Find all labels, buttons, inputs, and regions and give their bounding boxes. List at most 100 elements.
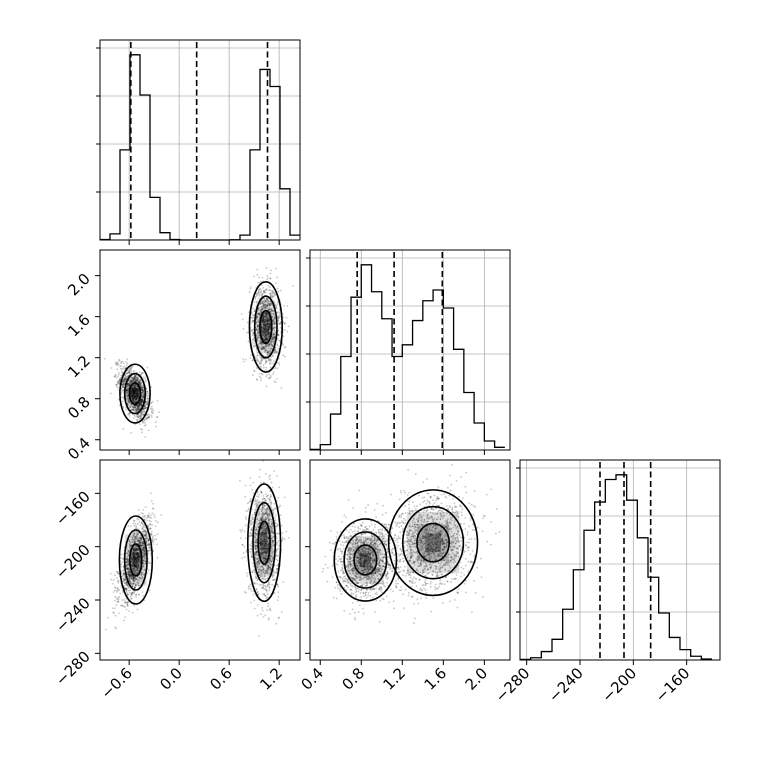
sample-point [137, 406, 140, 408]
sample-point [126, 605, 129, 607]
sample-point [128, 576, 130, 579]
sample-point [276, 311, 279, 313]
histogram-step-0 [100, 54, 300, 241]
sample-point [267, 353, 270, 356]
sample-point [138, 405, 140, 408]
sample-point [142, 548, 145, 551]
sample-point [116, 598, 119, 601]
sample-point [268, 322, 271, 325]
sample-point [127, 383, 130, 386]
sample-point [139, 423, 141, 426]
sample-point [141, 546, 144, 549]
sample-point [268, 327, 271, 329]
sample-point [251, 489, 254, 491]
sample-point [259, 291, 262, 294]
sample-point [264, 333, 267, 336]
sample-point [133, 408, 136, 411]
sample-point [260, 356, 263, 359]
sample-point [271, 338, 274, 341]
sample-point [129, 380, 131, 382]
sample-point [141, 398, 144, 401]
sample-point [126, 567, 129, 570]
sample-point [257, 307, 260, 309]
sample-point [128, 371, 131, 374]
sample-point [138, 383, 141, 386]
sample-point [240, 313, 243, 315]
sample-point [126, 375, 128, 378]
sample-point [258, 336, 261, 339]
sample-point [146, 403, 149, 405]
sample-point [137, 394, 140, 396]
sample-point [261, 323, 263, 326]
sample-point [143, 530, 146, 533]
sample-point [116, 587, 119, 589]
sample-point [137, 393, 140, 396]
sample-point [262, 327, 265, 330]
sample-point [144, 418, 147, 421]
sample-point [246, 575, 249, 577]
sample-point [266, 329, 269, 332]
sample-point [141, 389, 144, 392]
sample-point [144, 562, 147, 565]
sample-point [121, 385, 124, 388]
sample-point [135, 564, 137, 567]
sample-point [256, 316, 259, 319]
sample-point [154, 534, 157, 537]
sample-point [122, 405, 125, 408]
sample-point [267, 300, 270, 302]
sample-point [127, 601, 130, 604]
sample-point [271, 333, 274, 336]
sample-point [130, 380, 133, 383]
sample-point [145, 517, 148, 520]
sample-point [133, 567, 136, 570]
sample-point [270, 295, 273, 298]
sample-point [282, 335, 285, 338]
sample-point [268, 350, 271, 352]
sample-point [142, 550, 145, 553]
sample-point [134, 386, 137, 389]
sample-point [133, 404, 136, 407]
sample-point [135, 562, 137, 565]
sample-point [130, 381, 133, 384]
sample-point [139, 561, 141, 564]
sample-point [273, 326, 276, 329]
sample-point [133, 388, 135, 391]
sample-point [125, 389, 128, 392]
sample-point [135, 392, 137, 395]
sample-point [141, 390, 144, 392]
sample-point [132, 379, 135, 381]
sample-point [143, 419, 146, 422]
sample-point [135, 395, 138, 398]
sample-point [240, 530, 243, 533]
sample-point [134, 386, 137, 389]
sample-point [120, 553, 123, 556]
sample-point [134, 537, 137, 540]
sample-point [255, 505, 258, 508]
sample-point [123, 378, 126, 381]
sample-point [127, 394, 129, 397]
sample-point [124, 366, 127, 369]
sample-point [262, 303, 265, 306]
sample-point [121, 604, 124, 607]
sample-point [149, 546, 151, 549]
sample-point [265, 337, 268, 340]
sample-point [245, 572, 248, 575]
sample-point [136, 389, 139, 392]
sample-point [137, 555, 139, 558]
sample-point [137, 405, 139, 408]
sample-point [142, 594, 145, 597]
sample-point [263, 347, 266, 350]
sample-point [276, 524, 279, 527]
sample-point [136, 393, 139, 395]
sample-point [134, 390, 136, 393]
sample-point [269, 325, 272, 328]
sample-point [279, 331, 282, 334]
sample-point [265, 385, 268, 388]
sample-point [131, 549, 134, 552]
sample-point [138, 408, 141, 410]
sample-point [132, 552, 135, 555]
sample-point [127, 374, 130, 377]
sample-point [271, 486, 274, 489]
sample-point [129, 383, 132, 386]
sample-point [142, 552, 144, 555]
